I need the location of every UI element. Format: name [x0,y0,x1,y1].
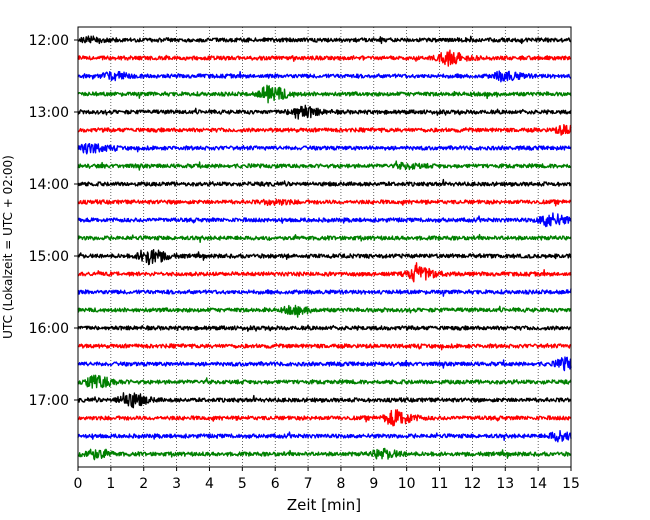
x-tick-label: 5 [238,476,247,492]
trace-row-10 [77,212,572,228]
trace-row-1 [77,49,572,67]
x-tick-label: 12 [463,476,481,492]
y-tick-label: 15:00 [29,249,69,265]
trace-row-19 [77,374,572,389]
trace-row-16 [77,324,572,332]
grid-lines [110,27,539,467]
x-tick-label: 6 [271,476,280,492]
trace-row-20 [77,392,572,409]
x-tick-label: 10 [398,476,416,492]
x-tick-label: 4 [205,476,214,492]
trace-row-21 [77,409,572,427]
trace-row-3 [77,84,572,104]
trace-row-9 [77,198,572,207]
x-tick-label: 14 [529,476,547,492]
trace-row-22 [77,430,572,443]
x-tick-label: 9 [369,476,378,492]
x-axis: 0 1 2 3 4 5 6 7 8 9 10 11 12 13 14 15 [74,467,580,492]
x-tick-label: 3 [172,476,181,492]
y-axis: 12:00 13:00 14:00 15:00 16:00 17:00 [29,33,78,409]
trace-row-12 [77,248,572,266]
trace-row-17 [77,342,572,351]
y-axis-label: UTC (Lokalzeit = UTC + 02:00) [1,155,15,339]
y-tick-label: 14:00 [29,177,69,193]
trace-series [77,35,572,461]
x-tick-label: 11 [431,476,449,492]
trace-row-0 [77,35,572,45]
trace-row-15 [77,304,572,318]
trace-row-6 [77,142,572,155]
x-axis-label: Zeit [min] [287,496,361,514]
x-tick-label: 15 [562,476,580,492]
x-tick-label: 0 [74,476,83,492]
trace-row-5 [77,123,572,136]
trace-row-13 [77,262,572,283]
trace-row-4 [77,104,572,120]
x-tick-label: 13 [496,476,514,492]
x-tick-label: 2 [139,476,148,492]
trace-row-11 [77,233,572,244]
trace-row-18 [77,356,572,372]
trace-row-23 [77,447,572,461]
y-tick-label: 16:00 [29,321,69,337]
y-tick-label: 13:00 [29,105,69,121]
x-tick-label: 1 [106,476,115,492]
x-tick-label: 7 [304,476,313,492]
y-tick-label: 12:00 [29,33,69,49]
trace-row-7 [77,160,572,171]
trace-row-2 [77,70,572,83]
x-tick-label: 8 [336,476,345,492]
trace-row-14 [77,288,572,297]
plot-frame [77,26,572,468]
y-tick-label: 17:00 [29,393,69,409]
trace-row-8 [77,178,572,187]
